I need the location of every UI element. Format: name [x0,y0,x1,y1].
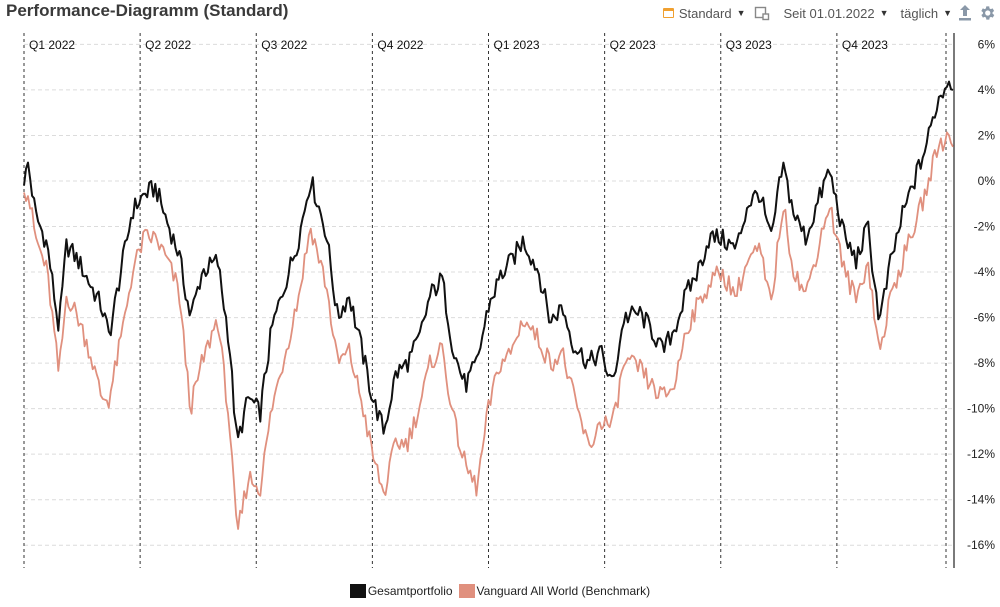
calendar-icon [662,8,674,18]
quarter-label: Q3 2023 [726,38,772,52]
legend-label-portfolio: Gesamtportfolio [367,584,453,598]
legend-label-benchmark: Vanguard All World (Benchmark) [476,584,651,598]
y-tick-label: 4% [978,83,996,97]
series-line-benchmark [23,131,954,530]
chart-legend: Gesamtportfolio Vanguard All World (Benc… [0,584,1000,598]
y-tick-label: 6% [978,37,996,51]
preset-label: Standard [678,5,732,21]
y-tick-label: -6% [974,311,996,325]
legend-item-benchmark[interactable]: Vanguard All World (Benchmark) [458,584,651,598]
chart-toolbar: Standard ▼ Seit 01.01.2022 ▼ täglich ▼ [662,2,996,24]
quarter-label: Q4 2023 [842,38,888,52]
quarter-label: Q2 2022 [145,38,191,52]
chevron-down-icon: ▼ [736,8,746,18]
series-line-portfolio [23,80,954,439]
chevron-down-icon: ▼ [943,8,952,18]
legend-swatch-benchmark [458,584,475,598]
page-title: Performance-Diagramm (Standard) [6,1,289,20]
legend-item-portfolio[interactable]: Gesamtportfolio [349,584,453,598]
gear-icon[interactable] [978,4,996,22]
y-tick-label: -14% [967,493,995,507]
legend-swatch-portfolio [349,584,366,598]
quarter-label: Q3 2022 [261,38,307,52]
quarter-label: Q2 2023 [610,38,656,52]
interval-dropdown[interactable]: täglich ▼ [901,6,953,21]
period-dropdown[interactable]: Seit 01.01.2022 ▼ [784,6,889,21]
interval-label: täglich [900,5,939,21]
period-label: Seit 01.01.2022 [783,5,875,21]
y-tick-label: -4% [974,265,996,279]
preset-dropdown[interactable]: Standard ▼ [662,5,746,21]
share-icon[interactable] [956,4,974,22]
quarter-label: Q1 2022 [29,38,75,52]
y-tick-label: 2% [978,128,996,142]
y-tick-label: -10% [967,402,995,416]
chevron-down-icon: ▼ [879,8,889,18]
y-tick-label: -12% [967,447,995,461]
y-tick-label: 0% [978,174,996,188]
quarter-label: Q1 2023 [494,38,540,52]
y-tick-label: -2% [974,220,996,234]
y-tick-label: -8% [974,356,996,370]
performance-chart: 6% 4% 2% 0% -2% -4% -6% -8% -10% -12% -14% -16% Q1 2… [23,33,996,568]
y-tick-label: -16% [967,538,995,552]
quarter-label: Q4 2022 [377,38,423,52]
compare-icon[interactable] [754,5,770,21]
